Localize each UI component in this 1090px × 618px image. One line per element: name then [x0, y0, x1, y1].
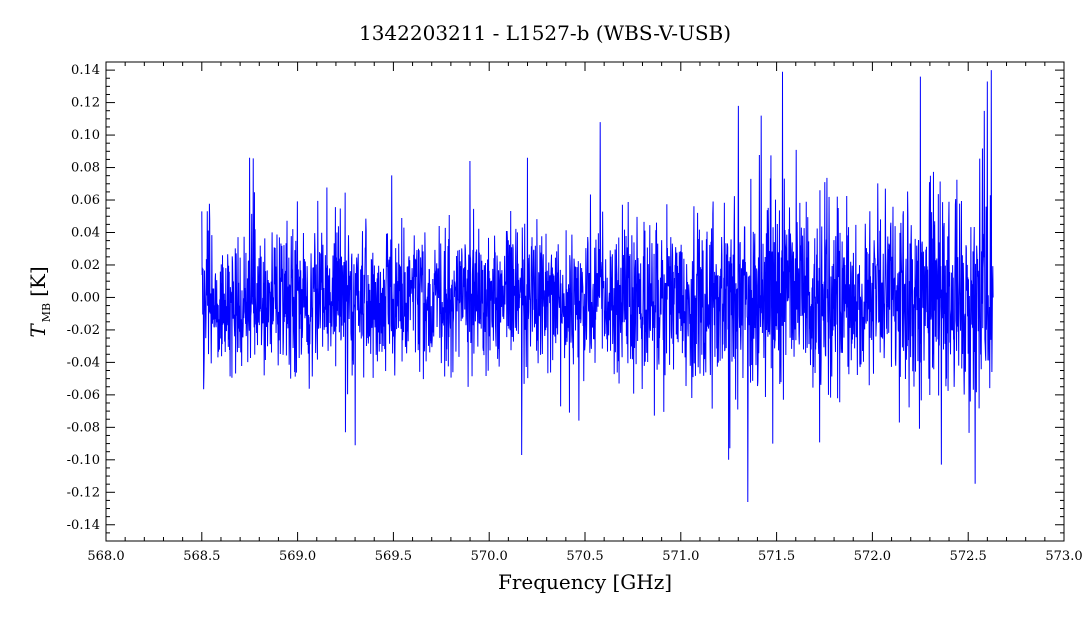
svg-text:TMB[K]: TMB [K]	[26, 266, 53, 337]
x-tick-label: 571.5	[758, 549, 795, 564]
y-axis-label: TMB [K]	[26, 266, 53, 337]
y-tick-label: 0.00	[71, 290, 100, 305]
x-axis: 568.0 568.5 569.0 569.5 570.0 570.5 571.0 571.5…	[87, 62, 1083, 564]
x-tick-label: 570.5	[566, 549, 603, 564]
y-tick-label: -0.04	[67, 355, 100, 370]
y-tick-label: -0.02	[67, 323, 100, 338]
y-tick-label: 0.10	[71, 128, 100, 143]
x-tick-label: 569.0	[279, 549, 316, 564]
y-tick-label: -0.12	[67, 485, 100, 500]
y-axis-label-subscript: MB	[40, 303, 53, 322]
y-axis-label-symbol: T	[26, 323, 50, 338]
y-tick-label: -0.14	[67, 518, 100, 533]
y-tick-label: 0.12	[71, 96, 100, 111]
y-tick-label: 0.02	[71, 258, 100, 273]
y-tick-label: -0.08	[67, 420, 100, 435]
y-tick-label: -0.06	[67, 388, 100, 403]
x-tick-label: 571.0	[662, 549, 699, 564]
x-tick-label: 573.0	[1045, 549, 1082, 564]
series-layer	[201, 70, 994, 503]
x-tick-label: 570.0	[471, 549, 508, 564]
x-tick-label: 568.0	[87, 549, 124, 564]
y-axis: -0.14 -0.12 -0.10 -0.08 -0.06 -0.04 -0.02 0.00 0…	[67, 61, 1064, 542]
x-tick-label: 569.5	[375, 549, 412, 564]
x-axis-label: Frequency [GHz]	[498, 570, 672, 594]
y-tick-label: 0.04	[71, 225, 100, 240]
series-line	[201, 70, 994, 503]
chart-title: 1342203211 - L1527-b (WBS-V-USB)	[359, 21, 731, 45]
y-tick-label: 0.08	[71, 161, 100, 176]
y-axis-label-unit: [K]	[26, 266, 50, 297]
x-tick-label: 568.5	[183, 549, 220, 564]
x-tick-label: 572.0	[854, 549, 891, 564]
x-tick-label: 572.5	[950, 549, 987, 564]
y-tick-label: -0.10	[67, 453, 100, 468]
y-tick-label: 0.06	[71, 193, 100, 208]
y-tick-label: 0.14	[71, 63, 100, 78]
